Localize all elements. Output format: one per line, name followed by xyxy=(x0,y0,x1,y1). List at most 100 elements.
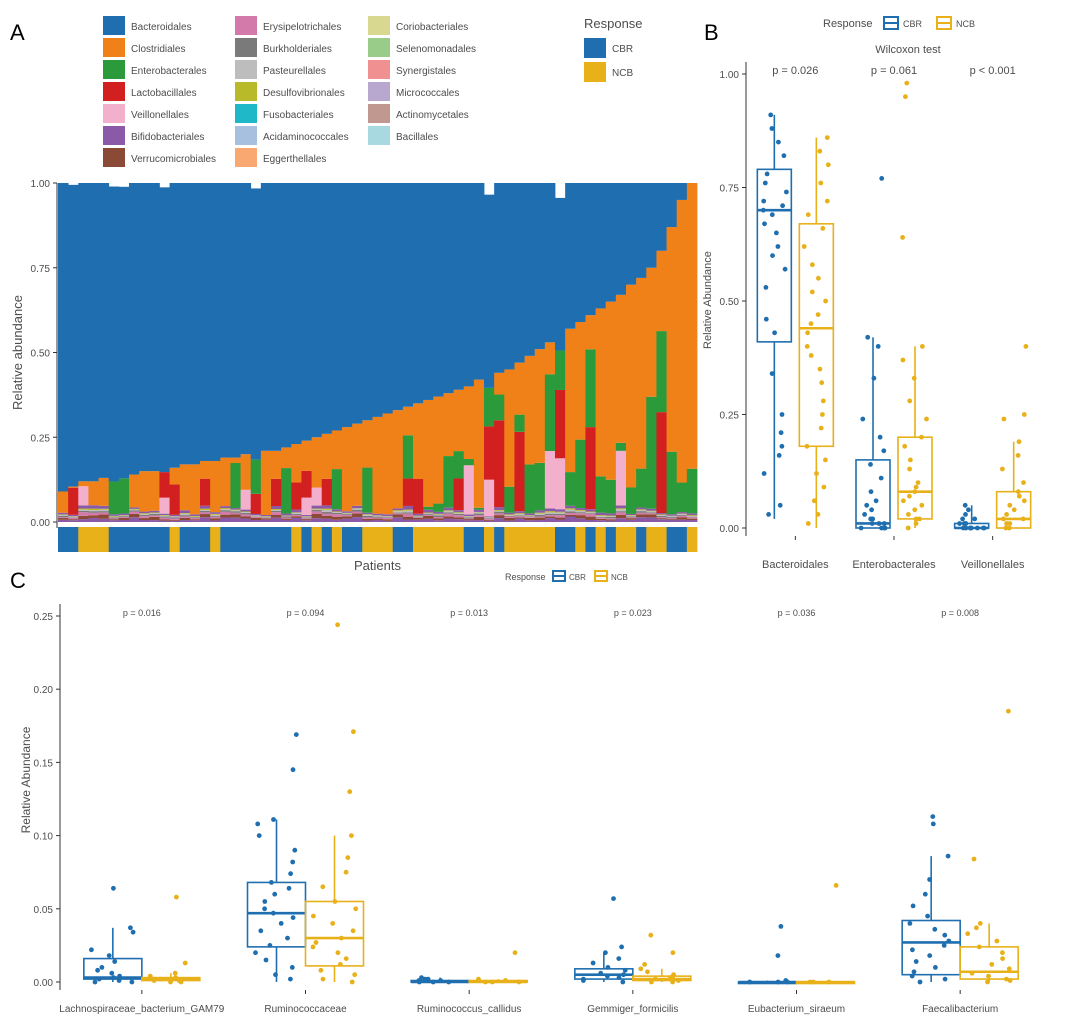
a-bar-segment-bacteroidales xyxy=(534,183,546,350)
a-bar-segment-verrucomicrobiales xyxy=(169,519,181,521)
b-legend-title: Response xyxy=(823,18,873,30)
a-bar-segment-bifidobacteriales xyxy=(108,514,120,516)
a-bar-segment-desulfovibrionales xyxy=(58,514,69,515)
a-bar-segment-pasteurellales xyxy=(149,513,160,514)
a-bar-segment-burkholderiales xyxy=(210,515,221,517)
a-legend-swatch xyxy=(235,148,257,167)
a-bar-segment-bifidobacteriales xyxy=(524,513,536,516)
a-bar-segment-bifidobacteriales xyxy=(129,517,140,522)
data-point-cbr xyxy=(111,885,116,891)
a-bar-segment-burkholderiales xyxy=(179,515,191,517)
a-bar-segment-bifidobacteriales xyxy=(463,520,475,522)
a-bar-segment-clostridiales xyxy=(260,450,272,515)
data-point-ncb xyxy=(147,973,153,979)
data-point-cbr xyxy=(616,975,622,980)
a-legend-swatch xyxy=(235,126,257,145)
a-bar-segment-pasteurellales xyxy=(544,512,556,514)
a-legend-label: Synergistales xyxy=(396,66,456,77)
data-point-cbr xyxy=(290,859,296,865)
data-point-cbr xyxy=(256,833,262,838)
a-bar-segment-verrucomicrobiales xyxy=(423,515,434,519)
a-bar-segment-bacteroidales xyxy=(443,183,454,394)
a-bar-segment-desulfovibrionales xyxy=(636,509,647,511)
a-bar-segment-pasteurellales xyxy=(240,512,252,513)
a-bar-segment-bacteroidales xyxy=(666,183,678,228)
a-bar-segment-bacteroidales xyxy=(575,183,586,322)
a-bar-segment-desulfovibrionales xyxy=(230,509,241,511)
a-bar-segment-verrucomicrobiales xyxy=(585,516,596,520)
a-bar-segment-enterobacterales xyxy=(108,481,120,515)
data-point-ncb xyxy=(912,507,918,513)
a-bar-segment-enterobacterales xyxy=(504,486,515,513)
a-bar-segment-burkholderiales xyxy=(58,515,69,518)
a-bar-segment-pasteurellales xyxy=(68,516,79,518)
a-bar-segment-clostridiales xyxy=(524,355,536,465)
a-bar-segment-clostridiales xyxy=(565,328,576,473)
a-bar-segment-burkholderiales xyxy=(676,514,688,516)
a-bar-segment-burkholderiales xyxy=(301,517,312,519)
a-legend-label: Burkholderiales xyxy=(263,44,332,55)
a-bar-segment-erysipelotrichales xyxy=(271,512,282,515)
a-bar-segment-verrucomicrobiales xyxy=(534,517,546,521)
a-bar-segment-veillonellales xyxy=(615,450,627,506)
data-point-ncb xyxy=(318,967,324,973)
a-bar-segment-burkholderiales xyxy=(433,515,444,517)
a-bar-segment-desulfovibrionales xyxy=(433,513,444,515)
data-point-ncb xyxy=(345,855,351,860)
data-point-ncb xyxy=(483,979,488,985)
a-bar-segment-lactobacillales xyxy=(291,482,302,510)
a-bar-segment-pasteurellales xyxy=(382,516,394,518)
data-point-ncb xyxy=(900,357,906,363)
y-tick-label: 0.00 xyxy=(720,524,740,535)
a-bar-segment-desulfovibrionales xyxy=(362,514,373,515)
a-bar-segment-burkholderiales xyxy=(402,512,414,514)
data-point-ncb xyxy=(924,416,929,422)
a-response-strip-cell xyxy=(544,527,556,552)
a-bar-segment-erysipelotrichales xyxy=(321,513,333,516)
a-bar-segment-bacteroidales xyxy=(169,183,181,468)
a-bar-segment-erysipelotrichales xyxy=(129,511,140,514)
data-point-ncb xyxy=(920,344,925,349)
a-bar-segment-erysipelotrichales xyxy=(68,517,79,520)
data-point-cbr xyxy=(876,521,882,526)
a-bar-segment-desulfovibrionales xyxy=(108,515,120,517)
a-legend-swatch xyxy=(103,126,125,145)
data-point-cbr xyxy=(972,516,978,522)
data-point-ncb xyxy=(821,484,827,490)
a-bar-segment-pasteurellales xyxy=(636,510,647,512)
a-bar-segment-burkholderiales xyxy=(189,517,201,519)
data-point-ncb xyxy=(907,493,912,499)
a-response-strip-cell xyxy=(524,527,536,552)
a-bar-segment-desulfovibrionales xyxy=(200,508,211,511)
a-response-strip-cell xyxy=(676,527,688,552)
data-point-ncb xyxy=(906,512,911,517)
a-bar-segment-pasteurellales xyxy=(169,516,181,518)
a-response-strip-cell xyxy=(342,527,353,552)
data-point-cbr xyxy=(255,821,261,827)
a-bar-segment-verrucomicrobiales xyxy=(565,514,576,517)
a-bar-segment-bifidobacteriales xyxy=(271,517,282,522)
a-bar-segment-bifidobacteriales xyxy=(88,517,99,522)
a-bar-segment-clostridiales xyxy=(352,423,363,506)
a-bar-segment-burkholderiales xyxy=(656,515,667,518)
a-bar-segment-pasteurellales xyxy=(484,517,495,519)
a-response-strip-cell xyxy=(169,527,181,552)
a-bar-segment-bacteroidales xyxy=(656,183,667,251)
data-point-cbr xyxy=(766,512,771,517)
a-bar-segment-bifidobacteriales xyxy=(230,508,241,510)
data-point-ncb xyxy=(905,525,911,531)
a-bar-segment-bifidobacteriales xyxy=(534,510,546,513)
a-bar-segment-clostridiales xyxy=(149,471,160,511)
a-bar-segment-bifidobacteriales xyxy=(494,518,505,522)
a-bar-segment-lactobacillales xyxy=(494,420,505,508)
a-bar-segment-bacteroidales xyxy=(392,183,404,411)
data-point-ncb xyxy=(476,976,481,982)
category-label: Faecalibacterium xyxy=(922,1004,998,1015)
a-response-strip-cell xyxy=(78,527,89,552)
a-bar-segment-pasteurellales xyxy=(88,510,99,512)
a-bar-segment-bacteroidales xyxy=(524,183,536,356)
a-response-strip-cell xyxy=(413,527,424,552)
a-bar-segment-bifidobacteriales xyxy=(311,505,323,509)
a-bar-segment-bifidobacteriales xyxy=(250,520,262,522)
a-response-strip-cell xyxy=(555,527,566,552)
